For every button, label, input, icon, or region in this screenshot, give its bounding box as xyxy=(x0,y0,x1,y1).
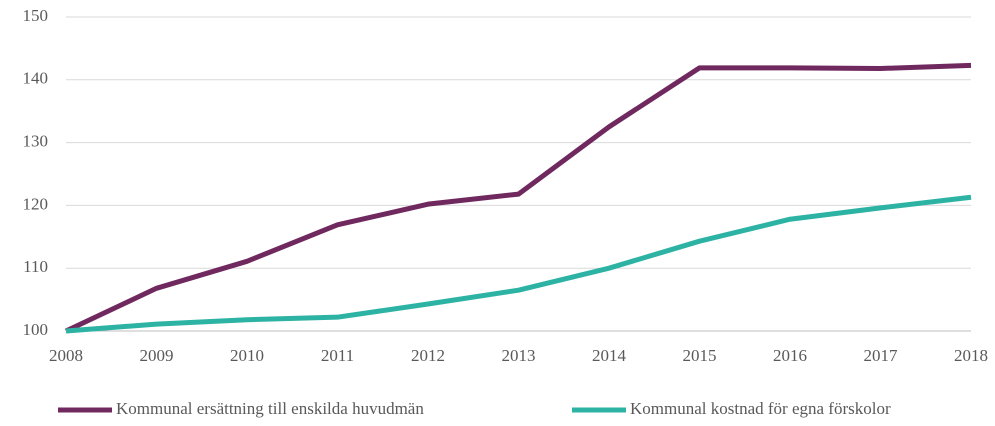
legend-label: Kommunal ersättning till enskilda huvudm… xyxy=(116,399,424,418)
x-tick-label: 2010 xyxy=(230,346,264,365)
series-line xyxy=(64,62,972,334)
y-tick-label: 120 xyxy=(23,194,49,213)
y-tick-label: 140 xyxy=(23,69,49,88)
y-tick-label: 130 xyxy=(23,132,49,151)
x-tick-label: 2008 xyxy=(49,346,83,365)
x-tick-label: 2017 xyxy=(864,346,899,365)
x-tick-label: 2014 xyxy=(592,346,627,365)
x-tick-label: 2012 xyxy=(411,346,445,365)
x-tick-label: 2013 xyxy=(502,346,536,365)
x-tick-label: 2018 xyxy=(954,346,988,365)
series-line xyxy=(65,194,972,334)
x-tick-label: 2015 xyxy=(683,346,717,365)
legend-label: Kommunal kostnad för egna förskolor xyxy=(630,399,891,418)
x-tick-label: 2016 xyxy=(773,346,807,365)
y-tick-label: 100 xyxy=(23,320,49,339)
x-tick-label: 2011 xyxy=(321,346,354,365)
x-tick-label: 2009 xyxy=(140,346,174,365)
y-tick-label: 150 xyxy=(23,6,49,25)
y-tick-label: 110 xyxy=(23,257,48,276)
